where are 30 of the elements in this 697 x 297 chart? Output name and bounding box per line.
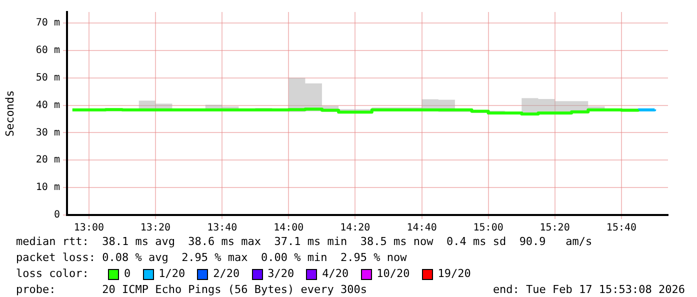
y-tick-label: 20 m [36, 154, 60, 166]
text: median rtt: 38.1 ms avg 38.6 ms max 37.1 ms min 38.5 ms now 0.4 ms sd 90.9 am/s [16, 234, 594, 250]
x-tick-label: 14:40 [406, 222, 437, 234]
y-tick-label: 50 m [36, 72, 60, 84]
legend-label: 19/20 [438, 266, 471, 282]
x-tick-label: 15:00 [473, 222, 504, 234]
x-tick-label: 15:40 [606, 222, 637, 234]
text: packet loss: 0.08 % avg 2.95 % max 0.00 % min 2.95 % now [16, 250, 408, 266]
text: end: Tue Feb 17 15:53:08 2026 [492, 282, 685, 297]
text: probe: 20 ICMP Echo Pings (56 Bytes) every 300s [16, 282, 367, 297]
y-tick-label: 40 m [36, 100, 60, 111]
x-tick-label: 13:40 [207, 222, 238, 234]
x-tick-label: 14:20 [340, 222, 370, 234]
legend-label: 1/20 [158, 266, 186, 282]
y-axis-title: Seconds [3, 90, 16, 137]
y-tick-label: 30 m [36, 127, 60, 138]
y-tick-label: 10 m [36, 182, 60, 194]
y-tick-label: 70 m [36, 18, 60, 29]
y-tick-label: 60 m [36, 45, 60, 56]
legend-label: 4/20 [322, 266, 349, 282]
legend-title: loss color: [16, 266, 90, 282]
x-tick-label: 13:20 [140, 222, 171, 234]
y-tick-label: 0 [54, 210, 60, 221]
legend-label: 0 [124, 266, 131, 282]
legend-label: 3/20 [268, 266, 294, 282]
x-tick-label: 14:00 [274, 222, 304, 234]
legend-label: 10/20 [376, 266, 410, 282]
x-tick-label: 15:20 [540, 222, 570, 234]
x-tick-label: 13:00 [74, 222, 104, 234]
legend-label: 2/20 [213, 266, 240, 282]
